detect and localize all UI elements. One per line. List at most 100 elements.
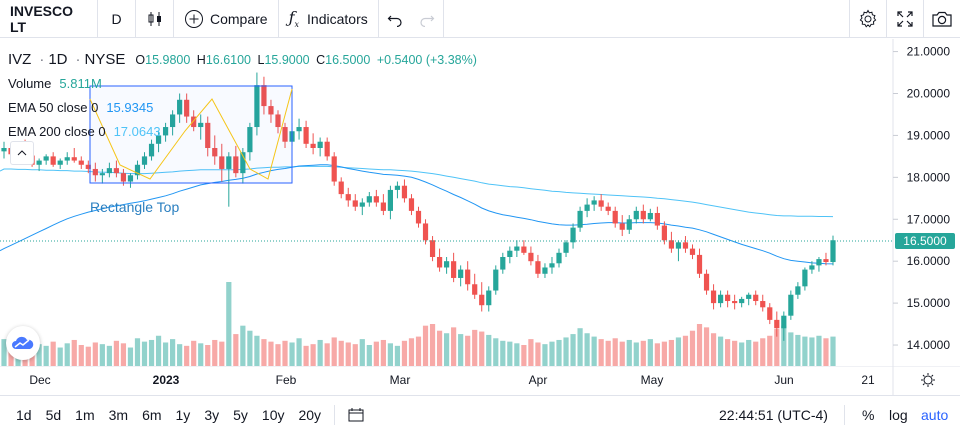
candle-body <box>226 156 232 169</box>
drawing-rectangle-top[interactable]: Rectangle Top <box>89 85 293 215</box>
candle-body <box>275 114 281 128</box>
range-button[interactable]: 5y <box>233 406 248 423</box>
gear-icon <box>859 9 877 28</box>
volume-bar <box>141 341 148 366</box>
undo-button[interactable] <box>379 0 411 38</box>
volume-bar <box>422 325 429 366</box>
candle-body <box>823 259 829 263</box>
volume-bar <box>155 335 162 366</box>
candle-body <box>366 196 372 203</box>
candle-body <box>710 290 717 304</box>
volume-bar <box>170 339 176 366</box>
candle-body <box>739 298 745 304</box>
candle-body <box>85 164 91 169</box>
candle-body <box>99 173 105 176</box>
volume-bar <box>162 342 169 366</box>
price-chart[interactable]: Rectangle Top 21.0000 20.0000 19.0000 18.00… <box>0 39 960 366</box>
fullscreen-button[interactable] <box>886 0 923 38</box>
volume-bar <box>577 328 583 366</box>
volume-bar <box>352 344 358 366</box>
ema50-value: 15.9345 <box>106 100 154 115</box>
candle-body <box>732 301 738 304</box>
legend-ohlc: O15.9800 H16.6100 L15.9000 C16.5000 +0.5… <box>135 53 477 67</box>
candle-body <box>247 127 253 153</box>
auto-toggle[interactable]: auto <box>921 406 949 423</box>
legend-collapse-button[interactable] <box>10 141 34 165</box>
range-button[interactable]: 1d <box>16 406 32 423</box>
zigzag-drawing[interactable] <box>89 88 293 180</box>
volume-bar <box>219 341 225 366</box>
settings-button[interactable] <box>849 0 886 38</box>
legend-volume-row[interactable]: Volume 5.811M <box>8 72 480 96</box>
redo-button[interactable] <box>411 0 444 38</box>
candle-body <box>205 122 211 148</box>
volume-bar <box>148 339 155 366</box>
volume-bar <box>247 330 253 366</box>
volume-bar <box>113 340 120 366</box>
clock[interactable]: 22:44:51 (UTC-4) <box>719 406 828 423</box>
volume-bar <box>85 346 91 366</box>
candle-body <box>240 152 246 174</box>
volume-bar <box>521 345 527 366</box>
rectangle-drawing[interactable] <box>89 85 293 184</box>
range-button[interactable]: 10y <box>261 406 285 423</box>
volume-bar <box>816 335 822 366</box>
interval-button[interactable]: D <box>98 0 136 38</box>
range-button[interactable]: 5d <box>45 406 62 423</box>
volume-bar <box>120 343 127 366</box>
candle-body <box>303 127 309 144</box>
volume-bar <box>36 344 42 366</box>
price-tick-label: 21.0000 <box>907 45 951 59</box>
volume-bar <box>106 345 112 366</box>
volume-bar <box>556 339 562 366</box>
candle-body <box>177 99 183 115</box>
range-button[interactable]: 3y <box>204 406 220 423</box>
candle-body <box>317 141 323 148</box>
volume-bar <box>401 340 408 366</box>
candle-body <box>141 156 148 165</box>
price-axis[interactable]: 21.0000 20.0000 19.0000 18.0000 17.0000 16.00… <box>893 45 950 352</box>
volume-bar <box>373 341 379 366</box>
volume-bar <box>633 342 639 366</box>
volume-bar <box>1 339 7 366</box>
volume-bar <box>703 327 710 366</box>
legend-ticker: IVZ <box>8 51 32 68</box>
axis-settings-icon[interactable] <box>921 373 935 387</box>
volume-bar <box>254 335 260 366</box>
volume-bar <box>429 324 436 366</box>
screenshot-button[interactable] <box>923 0 960 38</box>
date-range-icon[interactable] <box>347 406 365 424</box>
tradingview-logo[interactable] <box>6 326 40 360</box>
volume-bar <box>78 345 84 366</box>
symbol-search-button[interactable]: INVESCO LT <box>0 0 98 38</box>
compare-button[interactable]: Compare <box>174 0 279 38</box>
range-selector: 1d 5d 1m 3m 6m 1y 3y 5y 10y 20y <box>0 407 328 423</box>
volume-bar <box>640 340 646 366</box>
candle-body <box>268 106 274 115</box>
candle-body <box>338 181 344 195</box>
candle-body <box>162 127 169 136</box>
range-button[interactable]: 6m <box>142 406 162 423</box>
range-button[interactable]: 1m <box>75 406 95 423</box>
legend-ema200-row[interactable]: EMA 200 close 0 17.0643 <box>8 120 480 144</box>
legend-ema50-row[interactable]: EMA 50 close 0 15.9345 <box>8 96 480 120</box>
volume-bar <box>809 337 815 366</box>
candle-body <box>324 141 330 157</box>
range-button[interactable]: 1y <box>175 406 191 423</box>
log-toggle[interactable]: log <box>889 406 908 423</box>
volume-bar <box>746 339 752 366</box>
percent-toggle[interactable]: % <box>862 406 875 423</box>
range-button[interactable]: 20y <box>298 406 322 423</box>
volume-bar <box>366 345 372 366</box>
time-axis[interactable]: Dec 2023 Feb Mar Apr May Jun 21 <box>0 366 960 395</box>
candle-body <box>619 223 625 230</box>
candle-body <box>493 269 499 291</box>
volume-bar <box>268 341 274 366</box>
volume-bar <box>774 329 780 366</box>
candle-body <box>682 242 689 249</box>
range-button[interactable]: 3m <box>108 406 129 423</box>
chart-style-button[interactable] <box>136 0 174 38</box>
indicators-button[interactable]: ƒx Indicators <box>279 0 379 38</box>
volume-bar <box>472 329 478 366</box>
candle-body <box>570 227 576 243</box>
